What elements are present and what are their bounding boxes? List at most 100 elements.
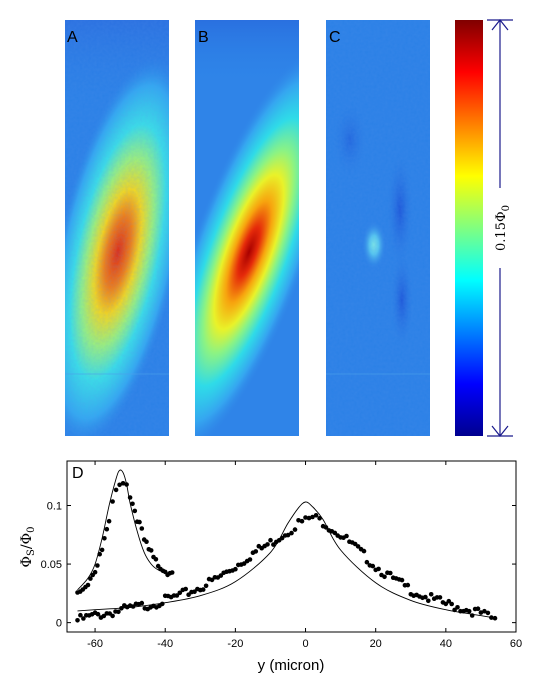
data-point <box>139 600 145 606</box>
data-point <box>132 508 138 514</box>
colorbar: 0.15Φ0 <box>455 19 513 437</box>
panel-c-image: C <box>326 20 430 436</box>
data-point <box>200 587 206 592</box>
data-point <box>355 544 361 549</box>
svg-text:ΦS/Φ0: ΦS/Φ0 <box>19 527 37 568</box>
data-point <box>332 530 338 536</box>
x-axis: -60 -40 -20 0 20 40 60 <box>87 461 522 650</box>
data-point <box>102 536 107 541</box>
data-point <box>218 573 224 578</box>
data-point <box>78 612 83 618</box>
data-point <box>144 539 149 544</box>
data-point <box>292 527 298 532</box>
data-point <box>110 613 115 619</box>
data-point <box>443 601 449 607</box>
data-point <box>388 570 393 576</box>
arrow-up-icon <box>491 19 509 31</box>
data-point <box>113 487 119 493</box>
panel-a-image: A <box>65 20 169 436</box>
data-point <box>253 549 259 554</box>
data-point <box>285 532 291 538</box>
data-point <box>169 570 175 575</box>
data-point <box>177 590 183 596</box>
x-tick-label: 0 <box>302 638 308 650</box>
data-series-1 <box>75 481 175 595</box>
panel-d-plot: D -60 -40 -20 0 20 40 60 0 0.05 0.1 y (micron) Φ… <box>19 460 522 674</box>
data-point <box>303 515 308 520</box>
data-point <box>153 557 159 562</box>
data-point <box>344 533 349 539</box>
x-tick-label: 40 <box>440 638 452 650</box>
data-point <box>296 518 301 523</box>
data-point <box>449 601 455 607</box>
x-tick-label: -60 <box>87 638 103 650</box>
data-point <box>75 618 80 623</box>
colorbar-label: 0.15Φ0 <box>494 205 512 251</box>
data-point <box>92 569 98 575</box>
data-point <box>361 548 367 554</box>
panel-b-image: B <box>195 20 299 436</box>
y-axis: 0 0.05 0.1 <box>41 501 516 630</box>
data-point <box>130 501 135 507</box>
data-point <box>85 582 91 588</box>
data-point <box>455 605 460 610</box>
data-point <box>428 592 434 597</box>
data-point <box>492 615 498 621</box>
data-point <box>192 589 197 594</box>
data-point <box>482 608 487 614</box>
plot-marks <box>75 469 498 623</box>
data-point <box>478 610 484 615</box>
data-point <box>110 499 115 504</box>
x-tick-label: 60 <box>510 638 522 650</box>
data-point <box>99 547 105 553</box>
x-tick-label: 20 <box>370 638 382 650</box>
y-tick-label: 0.05 <box>41 559 62 571</box>
data-point <box>376 566 381 572</box>
colorbar-gradient <box>455 20 483 436</box>
data-point <box>271 542 276 547</box>
data-point <box>88 576 93 581</box>
data-series-0 <box>75 513 498 623</box>
data-point <box>148 548 154 553</box>
data-point <box>183 586 188 592</box>
data-point <box>364 559 370 565</box>
data-point <box>289 530 294 536</box>
panel-letter-a: A <box>67 29 78 46</box>
data-point <box>299 518 305 524</box>
data-point <box>104 526 110 532</box>
data-point <box>81 616 86 621</box>
data-point <box>370 563 376 569</box>
data-point <box>203 583 209 589</box>
panel-letter-d: D <box>72 465 84 482</box>
data-point <box>95 563 100 568</box>
data-point <box>399 577 405 583</box>
data-point <box>120 481 126 486</box>
data-point <box>116 609 121 615</box>
y-tick-label: 0 <box>56 618 62 630</box>
data-point <box>106 518 112 524</box>
data-point <box>95 611 101 617</box>
arrow-down-icon <box>491 425 509 437</box>
data-point <box>101 613 107 619</box>
data-point <box>405 582 411 588</box>
data-point <box>306 515 312 521</box>
x-axis-title: y (micron) <box>258 657 325 674</box>
data-point <box>313 513 319 518</box>
data-point <box>139 526 145 531</box>
data-point <box>426 598 431 604</box>
data-point <box>247 557 253 562</box>
x-tick-label: -20 <box>227 638 243 650</box>
data-point <box>310 514 315 520</box>
data-point <box>317 516 322 521</box>
data-point <box>485 610 491 616</box>
data-point <box>475 606 481 611</box>
y-axis-title: ΦS/Φ0 <box>19 527 37 568</box>
data-point <box>174 593 180 598</box>
data-point <box>466 608 472 614</box>
data-point <box>117 482 122 488</box>
data-point <box>137 519 142 525</box>
x-tick-label: -40 <box>157 638 173 650</box>
data-point <box>233 566 238 572</box>
fit-line-series-3 <box>77 469 173 591</box>
